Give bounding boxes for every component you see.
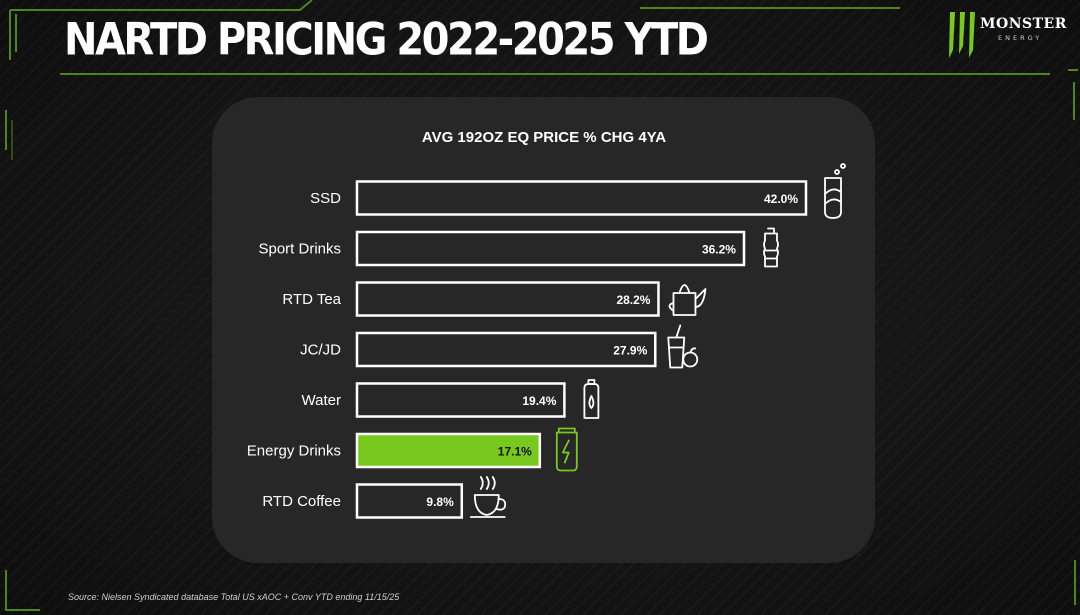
brand-name: MONSTER (980, 16, 1067, 32)
juice-glass-apple-icon (667, 324, 699, 369)
monster-claw-icon (949, 12, 975, 58)
value-label: 17.1% (498, 445, 532, 459)
value-label: 28.2% (616, 293, 650, 307)
bar-jc-jd (355, 331, 657, 368)
value-label: 19.4% (522, 394, 556, 408)
bar-sport-drinks (355, 230, 746, 267)
bar-ssd (355, 180, 808, 216)
bar-rtd-tea (355, 281, 660, 317)
value-label: 27.9% (613, 344, 647, 358)
category-label: RTD Coffee (262, 493, 341, 510)
kettle-icon (668, 284, 707, 316)
chart-panel (212, 97, 875, 563)
coffee-cup-icon (469, 476, 507, 518)
bar-rtd-coffee (355, 483, 464, 519)
energy-can-icon (555, 427, 578, 472)
sport-bottle-icon (763, 227, 779, 268)
source-note: Source: Nielsen Syndicated database Tota… (68, 592, 400, 602)
value-label: 42.0% (764, 192, 798, 206)
category-label: RTD Tea (282, 291, 341, 308)
brand-sub: ENERGY (998, 34, 1043, 42)
soda-can-icon (824, 163, 846, 219)
category-label: Energy Drinks (247, 443, 341, 460)
bar-energy-drinks (355, 432, 542, 469)
category-label: Sport Drinks (258, 241, 341, 258)
value-label: 36.2% (702, 243, 736, 257)
value-label: 9.8% (426, 495, 454, 509)
category-label: Water (302, 392, 341, 409)
brand-logo: MONSTER ENERGY (946, 8, 1066, 64)
water-bottle-icon (583, 379, 600, 419)
category-label: JC/JD (300, 342, 341, 359)
category-label: SSD (310, 190, 341, 207)
slide-title: NARTD PRICING 2022-2025 YTD (64, 14, 709, 66)
bar-water (355, 382, 566, 418)
chart-title: AVG 192OZ EQ PRICE % CHG 4YA (421, 129, 667, 146)
